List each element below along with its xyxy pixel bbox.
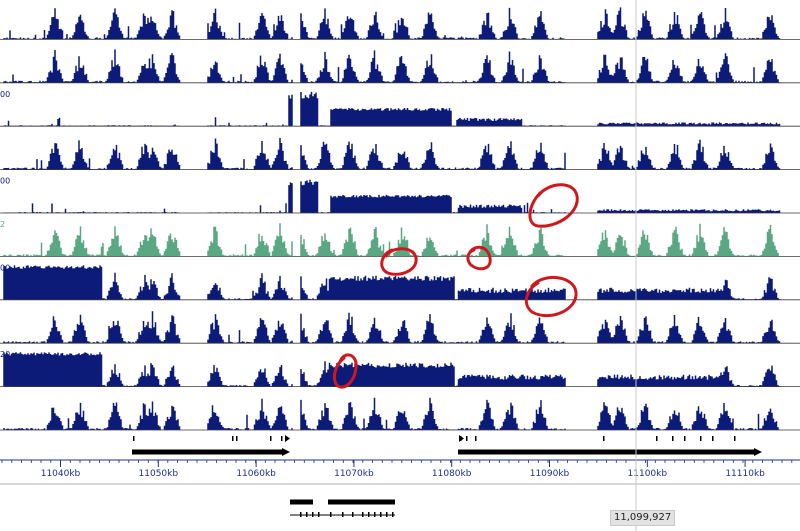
signal-bars xyxy=(3,7,781,40)
signal-track-4 xyxy=(0,137,800,171)
signal-bars xyxy=(3,352,781,387)
annotation-circle-2 xyxy=(380,247,418,276)
ruler-tick-label: 11050kb xyxy=(139,469,179,479)
exon-tick xyxy=(368,512,370,517)
track-scale-label: 00 xyxy=(0,90,10,99)
annotation-circle-5 xyxy=(332,353,358,389)
strand-arrow xyxy=(754,448,762,456)
signal-bars xyxy=(3,179,781,213)
signal-track-3: 00 xyxy=(0,90,800,127)
exon-tick xyxy=(392,512,394,517)
ruler-tick-label: 11070kb xyxy=(334,469,374,479)
signal-tracks: 00 00 2 00 20 xyxy=(0,7,800,431)
strand-arrow xyxy=(285,435,290,442)
exon-tick xyxy=(734,436,736,441)
exon-tick xyxy=(352,512,354,517)
signal-bars xyxy=(3,265,781,300)
signal-bars xyxy=(3,91,781,127)
exon-tick xyxy=(133,436,135,441)
track-scale-label: 00 xyxy=(0,177,10,186)
ruler-tick-label: 11110kb xyxy=(725,469,765,479)
signal-track-1 xyxy=(0,7,800,40)
hand-drawn-annotations xyxy=(332,183,579,389)
exon-tick xyxy=(656,436,658,441)
exon-tick xyxy=(306,512,308,517)
ruler-tick-label: 11040kb xyxy=(41,469,81,479)
signal-bars xyxy=(3,397,781,430)
gene-body[interactable] xyxy=(290,499,313,505)
annotation-circle-4 xyxy=(524,275,578,318)
exon-tick xyxy=(712,436,714,441)
track-scale-label: 20 xyxy=(0,350,10,359)
annotation-circle-1 xyxy=(528,183,579,228)
exon-tick xyxy=(300,512,302,517)
exon-tick xyxy=(318,512,320,517)
signal-track-2 xyxy=(0,49,800,84)
exon-tick xyxy=(342,512,344,517)
signal-bars xyxy=(3,223,781,257)
strand-arrow xyxy=(282,448,290,456)
exon-tick xyxy=(672,436,674,441)
ruler-tick-label: 11090kb xyxy=(530,469,570,479)
exon-tick xyxy=(270,436,272,441)
exon-tick xyxy=(236,436,238,441)
exon-tick xyxy=(330,512,332,517)
exon-tick xyxy=(475,436,477,441)
ruler-tick-label: 11100kb xyxy=(628,469,668,479)
ruler-tick-label: 11060kb xyxy=(236,469,276,479)
signal-bars xyxy=(3,137,781,170)
ruler-tick-label: 11080kb xyxy=(432,469,472,479)
exon-tick xyxy=(603,436,605,441)
gene-feature-track[interactable] xyxy=(132,435,762,517)
signal-track-10 xyxy=(0,397,800,431)
gene-body[interactable] xyxy=(132,449,282,455)
coordinate-ruler: 11040kb 11050kb 11060kb 11070kb 11080kb 11090… xyxy=(0,459,800,485)
signal-track-7: 00 xyxy=(0,263,800,301)
annotation-circle-3 xyxy=(466,245,492,271)
exon-tick xyxy=(684,436,686,441)
exon-tick xyxy=(380,512,382,517)
signal-bars xyxy=(3,311,781,344)
exon-tick xyxy=(466,436,468,441)
signal-track-5: 00 xyxy=(0,177,800,214)
exon-tick xyxy=(232,436,234,441)
track-scale-label: 2 xyxy=(0,220,5,229)
gene-body[interactable] xyxy=(458,449,754,455)
exon-tick xyxy=(312,512,314,517)
signal-track-9: 20 xyxy=(0,350,800,388)
cursor-coordinate-readout: 11,099,927 xyxy=(610,510,676,526)
exon-tick xyxy=(281,436,283,441)
exon-tick xyxy=(700,436,702,441)
exon-tick xyxy=(362,512,364,517)
track-scale-label: 00 xyxy=(0,263,10,272)
signal-track-6: 2 xyxy=(0,220,800,257)
exon-tick xyxy=(374,512,376,517)
exon-tick xyxy=(386,512,388,517)
gene-body[interactable] xyxy=(328,499,395,505)
signal-track-8 xyxy=(0,311,800,344)
signal-bars xyxy=(3,49,781,83)
strand-arrow xyxy=(459,435,464,442)
